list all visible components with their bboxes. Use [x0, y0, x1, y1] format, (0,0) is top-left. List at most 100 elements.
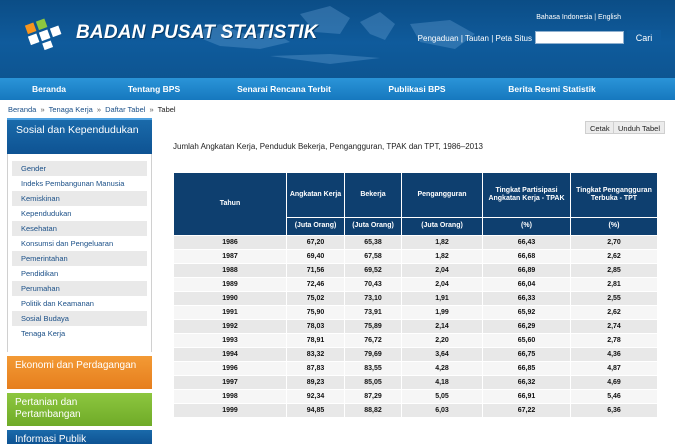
sidebar-section-ekonomi[interactable]: Ekonomi dan Perdagangan [7, 356, 152, 389]
table-cell: 6,36 [570, 403, 658, 418]
table-body: 1986 67,20 65,38 1,82 66,43 2,70 1987 69,40 67,5… [173, 235, 658, 418]
table-cell: 2,20 [401, 333, 483, 348]
table-row: 1986 67,20 65,38 1,82 66,43 2,70 [173, 235, 658, 250]
table-cell: 2,04 [401, 277, 483, 292]
breadcrumb-daftar-tabel[interactable]: Daftar Tabel [105, 105, 146, 114]
table-cell: 66,32 [482, 375, 571, 390]
sidebar: Sosial dan Kependudukan Gender Indeks Pe… [7, 118, 152, 445]
table-cell: 88,82 [344, 403, 402, 418]
unit-header: (Juta Orang) [401, 217, 483, 236]
table-cell: 79,69 [344, 347, 402, 362]
sidebar-item-perumahan[interactable]: Perumahan [12, 281, 147, 296]
table-cell: 87,29 [344, 389, 402, 404]
language-switcher: Bahasa Indonesia | English [536, 14, 621, 21]
table-cell: 1986 [173, 235, 287, 250]
table-cell: 66,33 [482, 291, 571, 306]
nav-senarai-rencana-terbit[interactable]: Senarai Rencana Terbit [237, 84, 331, 94]
table-cell: 69,52 [344, 263, 402, 278]
unit-header: (Juta Orang) [344, 217, 402, 236]
table-row: 1991 75,90 73,91 1,99 65,92 2,62 [173, 305, 658, 320]
table-cell: 1991 [173, 305, 287, 320]
table-cell: 1997 [173, 375, 287, 390]
table-cell: 3,64 [401, 347, 483, 362]
table-row: 1997 89,23 85,05 4,18 66,32 4,69 [173, 375, 658, 390]
table-cell: 5,05 [401, 389, 483, 404]
table-cell: 2,04 [401, 263, 483, 278]
table-row: 1987 69,40 67,58 1,82 66,68 2,62 [173, 249, 658, 264]
breadcrumb-tenaga-kerja[interactable]: Tenaga Kerja [48, 105, 93, 114]
table-cell: 2,14 [401, 319, 483, 334]
sidebar-section-pertanian[interactable]: Pertanian dan Pertambangan [7, 393, 152, 426]
table-cell: 1992 [173, 319, 287, 334]
table-cell: 1,99 [401, 305, 483, 320]
table-cell: 73,91 [344, 305, 402, 320]
table-cell: 75,89 [344, 319, 402, 334]
table-cell: 2,62 [570, 305, 658, 320]
sidebar-item-politik[interactable]: Politik dan Keamanan [21, 299, 94, 308]
table-cell: 1989 [173, 277, 287, 292]
table-cell: 4,36 [570, 347, 658, 362]
sidebar-item-gender[interactable]: Gender [12, 161, 147, 176]
column-header-bekerja: Bekerja [344, 172, 402, 218]
sidebar-section-informasi[interactable]: Informasi Publik [7, 430, 152, 445]
table-row: 1998 92,34 87,29 5,05 66,91 5,46 [173, 389, 658, 404]
table-cell: 66,04 [482, 277, 571, 292]
nav-berita-resmi-statistik[interactable]: Berita Resmi Statistik [508, 84, 596, 94]
table-cell: 65,92 [482, 305, 571, 320]
table-cell: 4,28 [401, 361, 483, 376]
table-row: 1996 87,83 83,55 4,28 66,85 4,87 [173, 361, 658, 376]
breadcrumb-separator: » [40, 105, 45, 114]
breadcrumb-separator: » [96, 105, 102, 114]
table-cell: 6,03 [401, 403, 483, 418]
nav-tentang-bps[interactable]: Tentang BPS [127, 84, 181, 94]
sidebar-item-ipm[interactable]: Indeks Pembangunan Manusia [21, 179, 125, 188]
table-cell: 1998 [173, 389, 287, 404]
sidebar-item-konsumsi[interactable]: Konsumsi dan Pengeluaran [21, 239, 114, 248]
column-header-pengangguran: Pengangguran [401, 172, 483, 218]
print-button[interactable]: Cetak [585, 121, 615, 134]
table-cell: 72,46 [286, 277, 345, 292]
data-table: Tahun Angkatan Kerja Bekerja Penganggura… [173, 172, 658, 418]
search-input[interactable] [535, 31, 624, 44]
table-cell: 76,72 [344, 333, 402, 348]
download-table-button[interactable]: Unduh Tabel [613, 121, 665, 134]
unit-header: (Juta Orang) [286, 217, 345, 236]
nav-publikasi-bps[interactable]: Publikasi BPS [388, 84, 446, 94]
table-cell: 69,40 [286, 249, 345, 264]
nav-beranda[interactable]: Beranda [31, 84, 66, 94]
column-header-tpak: Tingkat Partisipasi Angkatan Kerja - TPA… [482, 172, 571, 218]
table-cell: 5,46 [570, 389, 658, 404]
table-cell: 2,78 [570, 333, 658, 348]
unit-header: (%) [482, 217, 571, 236]
table-cell: 1,82 [401, 235, 483, 250]
sidebar-item-kemiskinan[interactable]: Kemiskinan [12, 191, 147, 206]
indonesia-map-icon [190, 6, 475, 64]
sidebar-item-tenaga-kerja[interactable]: Tenaga Kerja [21, 329, 66, 338]
top-links[interactable]: Pengaduan | Tautan | Peta Situs [417, 34, 532, 43]
brand-title[interactable]: BADAN PUSAT STATISTIK [76, 22, 318, 43]
table-cell: 67,22 [482, 403, 571, 418]
lang-english-link[interactable]: English [598, 14, 621, 21]
sidebar-section-title[interactable]: Sosial dan Kependudukan [7, 118, 152, 154]
breadcrumb: Beranda » Tenaga Kerja » Daftar Tabel » … [8, 105, 176, 114]
sidebar-item-kependudukan[interactable]: Kependudukan [21, 209, 72, 218]
table-row: 1989 72,46 70,43 2,04 66,04 2,81 [173, 277, 658, 292]
sidebar-item-sosial-budaya[interactable]: Sosial Budaya [12, 311, 147, 326]
search-button[interactable]: Cari [627, 30, 661, 45]
table-cell: 2,62 [570, 249, 658, 264]
column-header-tpt: Tingkat Pengangguran Terbuka - TPT [570, 172, 658, 218]
table-cell: 94,85 [286, 403, 345, 418]
breadcrumb-current: Tabel [157, 105, 176, 114]
lang-indonesia-link[interactable]: Bahasa Indonesia [536, 14, 593, 21]
table-cell: 1994 [173, 347, 287, 362]
sidebar-item-kesehatan[interactable]: Kesehatan [12, 221, 147, 236]
table-cell: 1988 [173, 263, 287, 278]
breadcrumb-beranda[interactable]: Beranda [8, 105, 37, 114]
sidebar-item-pemerintahan[interactable]: Pemerintahan [12, 251, 147, 266]
sidebar-item-pendidikan[interactable]: Pendidikan [21, 269, 59, 278]
table-cell: 70,43 [344, 277, 402, 292]
table-cell: 4,87 [570, 361, 658, 376]
table-cell: 92,34 [286, 389, 345, 404]
table-cell: 1990 [173, 291, 287, 306]
table-cell: 65,60 [482, 333, 571, 348]
